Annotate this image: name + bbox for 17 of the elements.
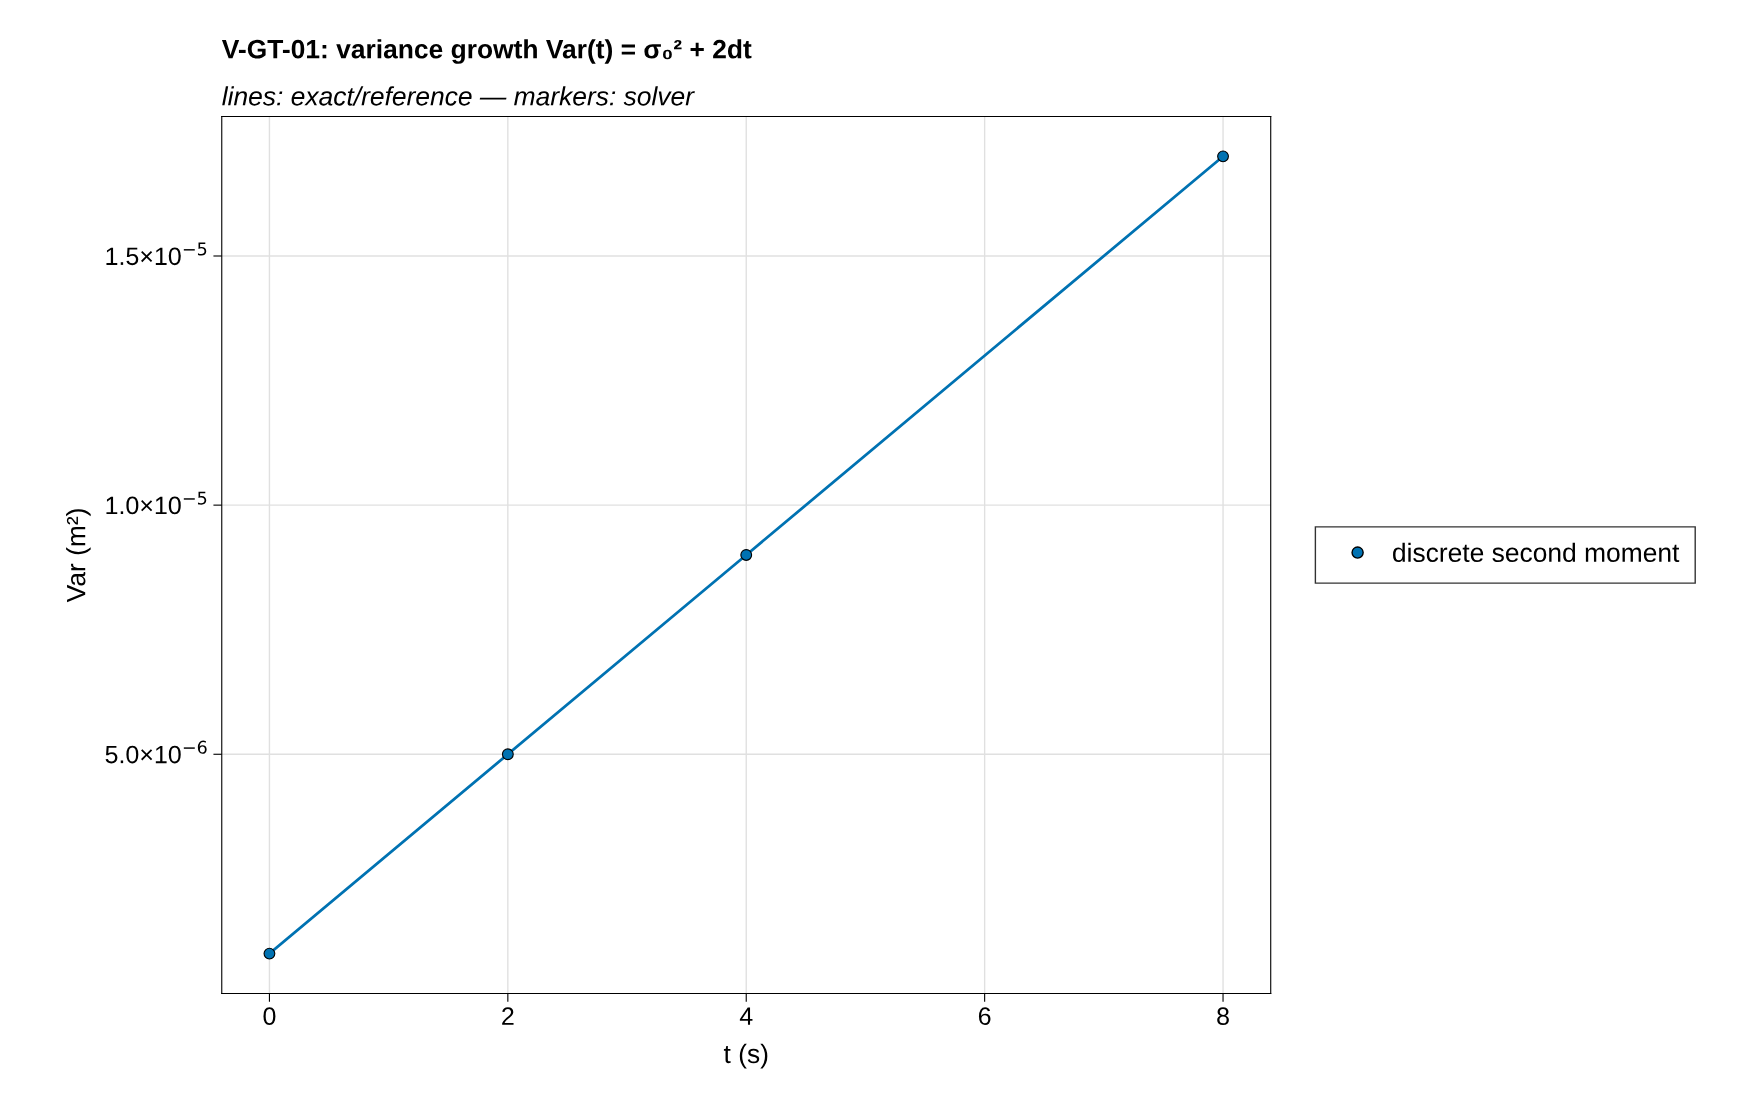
x-tick-label: 6 xyxy=(978,1007,991,1025)
x-tick-label: 4 xyxy=(739,1007,753,1025)
y-axis-title: Var (m²) xyxy=(66,509,91,603)
y-tick-label: 1.0×10$^{−5}$ xyxy=(106,491,207,515)
legend-label: discrete second moment xyxy=(1393,542,1680,563)
chart-subtitle: lines: exact/reference — markers: solver xyxy=(222,86,695,106)
x-tick-label: 0 xyxy=(263,1007,276,1025)
y-tick-label: 1.5×10$^{−5}$ xyxy=(106,242,207,266)
x-axis-title: t (s) xyxy=(723,1043,768,1069)
x-tick-label: 2 xyxy=(502,1007,514,1025)
point xyxy=(263,947,276,960)
chart-title: V-GT-01: variance growth Var(t) = σ₀² + 2dt xyxy=(221,39,752,64)
point xyxy=(740,549,753,561)
x-tick-label: 8 xyxy=(1217,1007,1229,1025)
y-tick-label: 5.0×10$^{−6}$ xyxy=(105,740,207,764)
point xyxy=(501,748,514,761)
point xyxy=(1217,150,1229,163)
